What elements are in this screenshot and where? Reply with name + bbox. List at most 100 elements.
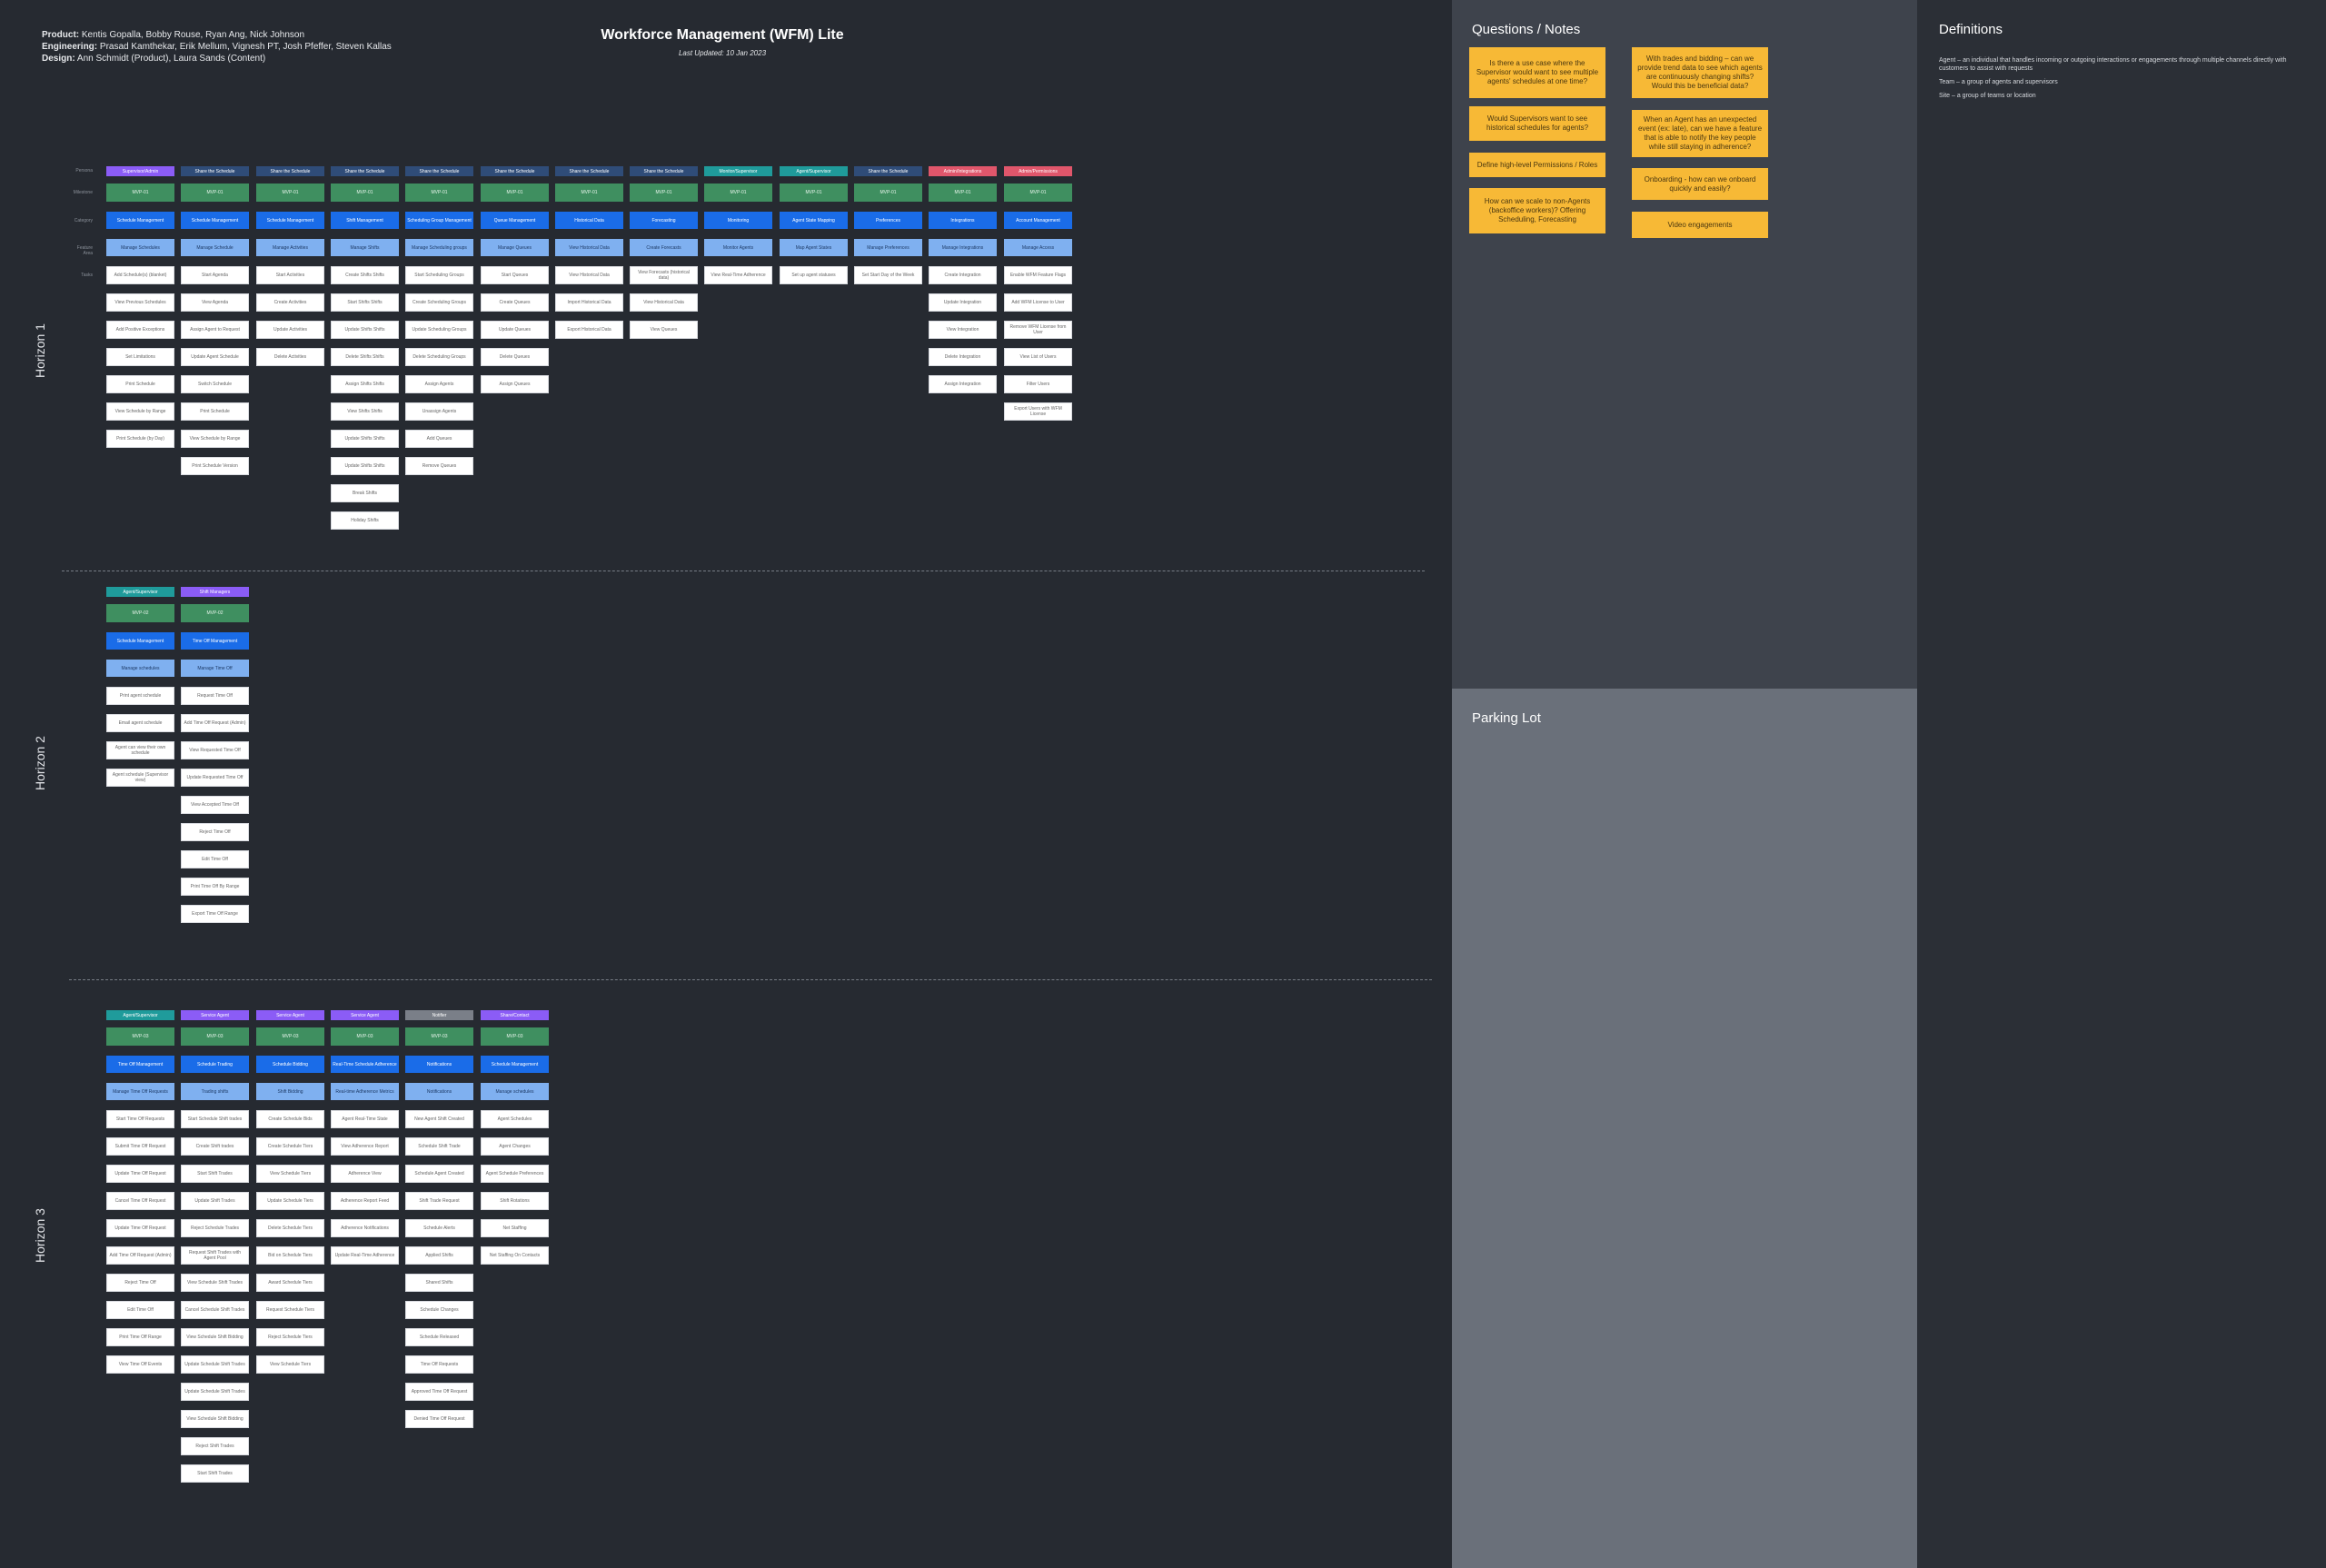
task-card[interactable]: Schedule Shift Trade [405, 1137, 473, 1156]
task-card[interactable]: View Historical Data [555, 266, 623, 284]
task-card[interactable]: Assign Integration [929, 375, 997, 393]
persona-card[interactable]: Share/Contact [481, 1010, 549, 1020]
task-card[interactable]: Start Activities [256, 266, 324, 284]
task-card[interactable]: Start Schedule Shift trades [181, 1110, 249, 1128]
task-card[interactable]: Create Shifts Shifts [331, 266, 399, 284]
task-card[interactable]: Remove Queues [405, 457, 473, 475]
feature-area-card[interactable]: Manage Schedules [106, 239, 174, 256]
feature-area-card[interactable]: Trading shifts [181, 1083, 249, 1100]
category-card[interactable]: Schedule Trading [181, 1056, 249, 1073]
task-card[interactable]: Assign Shifts Shifts [331, 375, 399, 393]
category-card[interactable]: Monitoring [704, 212, 772, 229]
persona-card[interactable]: Admin/Permissions [1004, 166, 1072, 176]
category-card[interactable]: Account Management [1004, 212, 1072, 229]
feature-area-card[interactable]: Manage Time Off Requests [106, 1083, 174, 1100]
question-sticky[interactable]: With trades and bidding – can we provide… [1632, 47, 1768, 98]
category-card[interactable]: Schedule Bidding [256, 1056, 324, 1073]
task-card[interactable]: Print Schedule [106, 375, 174, 393]
task-card[interactable]: Update Queues [481, 321, 549, 339]
feature-area-card[interactable]: Create Forecasts [630, 239, 698, 256]
task-card[interactable]: Start Time Off Requests [106, 1110, 174, 1128]
task-card[interactable]: Remove WFM License from User [1004, 321, 1072, 339]
feature-area-card[interactable]: Manage Shifts [331, 239, 399, 256]
task-card[interactable]: Update Shifts Shifts [331, 321, 399, 339]
milestone-card[interactable]: MVP-01 [106, 184, 174, 202]
task-card[interactable]: View Requested Time Off [181, 741, 249, 759]
task-card[interactable]: Reject Schedule Trades [181, 1219, 249, 1237]
milestone-card[interactable]: MVP-01 [780, 184, 848, 202]
task-card[interactable]: Request Time Off [181, 687, 249, 705]
persona-card[interactable]: Admin/Integrations [929, 166, 997, 176]
task-card[interactable]: Enable WFM Feature Flags [1004, 266, 1072, 284]
category-card[interactable]: Integrations [929, 212, 997, 229]
milestone-card[interactable]: MVP-03 [405, 1027, 473, 1046]
milestone-card[interactable]: MVP-02 [106, 604, 174, 622]
task-card[interactable]: Assign Queues [481, 375, 549, 393]
feature-area-card[interactable]: Real-time Adherence Metrics [331, 1083, 399, 1100]
task-card[interactable]: View Forecasts (historical data) [630, 266, 698, 284]
question-sticky[interactable]: Video engagements [1632, 212, 1768, 238]
persona-card[interactable]: Share the Schedule [181, 166, 249, 176]
task-card[interactable]: Break Shifts [331, 484, 399, 502]
task-card[interactable]: View Schedule Shift Bidding [181, 1410, 249, 1428]
task-card[interactable]: Update Schedule Shift Trades [181, 1355, 249, 1374]
task-card[interactable]: Update Shifts Shifts [331, 457, 399, 475]
feature-area-card[interactable]: Manage Queues [481, 239, 549, 256]
task-card[interactable]: Start Scheduling Groups [405, 266, 473, 284]
milestone-card[interactable]: MVP-01 [256, 184, 324, 202]
task-card[interactable]: Start Shift Trades [181, 1165, 249, 1183]
feature-area-card[interactable]: Monitor Agents [704, 239, 772, 256]
task-card[interactable]: Adherence Notifications [331, 1219, 399, 1237]
task-card[interactable]: View Schedule Shift Bidding [181, 1328, 249, 1346]
feature-area-card[interactable]: Manage Access [1004, 239, 1072, 256]
task-card[interactable]: Switch Schedule [181, 375, 249, 393]
task-card[interactable]: Add Queues [405, 430, 473, 448]
task-card[interactable]: Print Schedule Version [181, 457, 249, 475]
feature-area-card[interactable]: Manage Activities [256, 239, 324, 256]
category-card[interactable]: Time Off Management [181, 632, 249, 650]
task-card[interactable]: Agent Schedule Preferences [481, 1165, 549, 1183]
task-card[interactable]: Set up agent statuses [780, 266, 848, 284]
task-card[interactable]: Applied Shifts [405, 1246, 473, 1265]
task-card[interactable]: Start Agenda [181, 266, 249, 284]
task-card[interactable]: Schedule Alerts [405, 1219, 473, 1237]
task-card[interactable]: Set Start Day of the Week [854, 266, 922, 284]
task-card[interactable]: Start Shift Trades [181, 1464, 249, 1483]
milestone-card[interactable]: MVP-03 [331, 1027, 399, 1046]
task-card[interactable]: Agent Schedules [481, 1110, 549, 1128]
task-card[interactable]: New Agent Shift Created [405, 1110, 473, 1128]
task-card[interactable]: View Schedule by Range [106, 402, 174, 421]
task-card[interactable]: Assign Agent to Request [181, 321, 249, 339]
task-card[interactable]: Edit Time Off [106, 1301, 174, 1319]
task-card[interactable]: Export Users with WFM License [1004, 402, 1072, 421]
task-card[interactable]: Create Schedule Bids [256, 1110, 324, 1128]
task-card[interactable]: Cancel Time Off Request [106, 1192, 174, 1210]
persona-card[interactable]: Share the Schedule [555, 166, 623, 176]
category-card[interactable]: Agent State Mapping [780, 212, 848, 229]
task-card[interactable]: Net Staffing On Contacts [481, 1246, 549, 1265]
task-card[interactable]: Export Historical Data [555, 321, 623, 339]
task-card[interactable]: Schedule Released [405, 1328, 473, 1346]
task-card[interactable]: View Queues [630, 321, 698, 339]
feature-area-card[interactable]: Notifications [405, 1083, 473, 1100]
task-card[interactable]: Update Shifts Shifts [331, 430, 399, 448]
persona-card[interactable]: Share the Schedule [481, 166, 549, 176]
task-card[interactable]: Agent schedule (Supervisor view) [106, 769, 174, 787]
task-card[interactable]: Agent can view their own schedule [106, 741, 174, 759]
task-card[interactable]: View Integration [929, 321, 997, 339]
task-card[interactable]: Reject Time Off [181, 823, 249, 841]
task-card[interactable]: Time Off Requests [405, 1355, 473, 1374]
task-card[interactable]: Approved Time Off Request [405, 1383, 473, 1401]
task-card[interactable]: Adherence Report Feed [331, 1192, 399, 1210]
milestone-card[interactable]: MVP-03 [256, 1027, 324, 1046]
category-card[interactable]: Schedule Management [256, 212, 324, 229]
task-card[interactable]: Start Queues [481, 266, 549, 284]
persona-card[interactable]: Supervisor/Admin [106, 166, 174, 176]
task-card[interactable]: Print Time Off Range [106, 1328, 174, 1346]
milestone-card[interactable]: MVP-01 [630, 184, 698, 202]
task-card[interactable]: View Schedule by Range [181, 430, 249, 448]
task-card[interactable]: Add WFM License to User [1004, 293, 1072, 312]
milestone-card[interactable]: MVP-02 [181, 604, 249, 622]
task-card[interactable]: Agent Changes [481, 1137, 549, 1156]
task-card[interactable]: View Historical Data [630, 293, 698, 312]
